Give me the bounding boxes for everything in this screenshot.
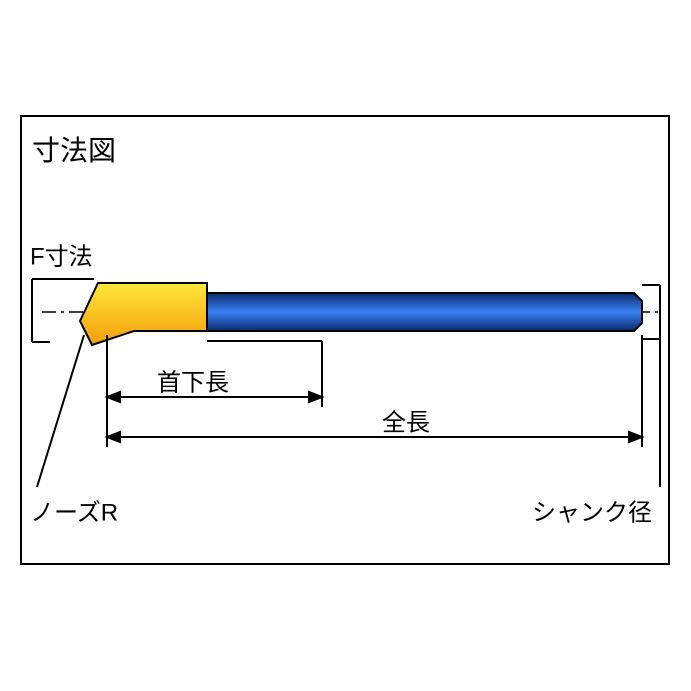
total-length-dimension — [107, 432, 642, 442]
shank-diameter-label: シャンク径 — [532, 500, 652, 527]
nose-r-label: ノーズR — [30, 500, 118, 527]
shank-diameter-bracket — [642, 285, 660, 487]
diagram-frame: 寸法図 — [20, 115, 670, 565]
page: 寸法図 — [0, 0, 691, 691]
shank — [207, 293, 642, 331]
total-length-label: 全長 — [382, 410, 430, 437]
cutting-tip — [80, 283, 207, 345]
nose-r-leader — [37, 335, 84, 487]
dimension-diagram: F寸法 首下長 全長 ノーズR シャンク径 — [22, 117, 672, 567]
f-dimension-label: F寸法 — [30, 244, 93, 271]
neck-length-label: 首下長 — [157, 370, 229, 397]
